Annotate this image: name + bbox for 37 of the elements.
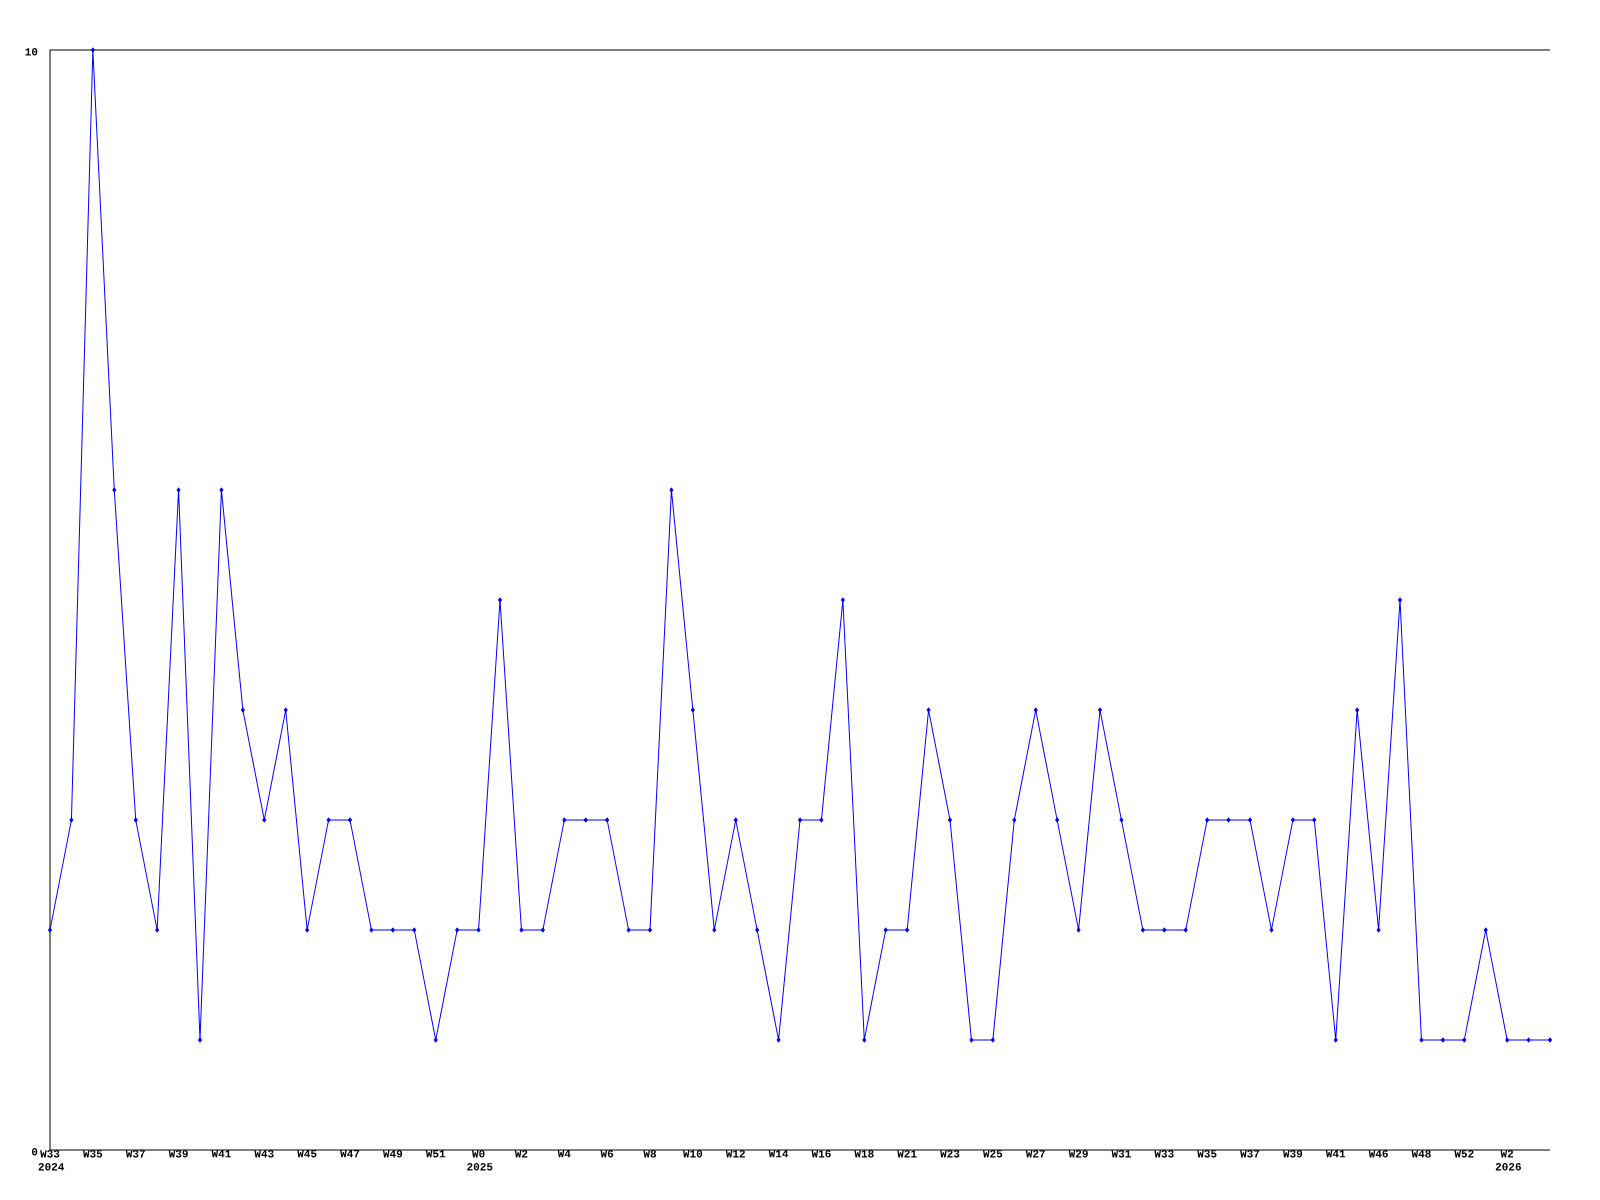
x-tick-label: W2 <box>514 1150 528 1158</box>
y-tick-label: 10 <box>25 48 38 56</box>
x-tick-label: W35 <box>82 1150 103 1158</box>
x-tick-label: W52 <box>1454 1150 1474 1158</box>
x-tick-label: W43 <box>254 1150 274 1158</box>
x-tick-label: W48 <box>1411 1150 1431 1158</box>
x-tick-label: W25 <box>982 1150 1003 1158</box>
x-tick-label: W6 <box>600 1150 614 1158</box>
x-tick-label: W23 <box>940 1150 960 1158</box>
x-tick-label: W49 <box>382 1150 403 1158</box>
x-tick-label: W2 2026 <box>1495 1150 1521 1171</box>
x-tick-label: W39 <box>168 1150 188 1158</box>
x-tick-label: W27 <box>1025 1150 1045 1158</box>
x-tick-label: W41 <box>211 1150 231 1158</box>
x-tick-label: W39 <box>1282 1150 1303 1158</box>
x-tick-label: W8 <box>643 1150 657 1158</box>
x-tick-label: W4 <box>557 1150 571 1158</box>
x-tick-label: W18 <box>854 1150 874 1158</box>
x-tick-label: W41 <box>1325 1150 1346 1158</box>
x-tick-label: W21 <box>897 1150 917 1158</box>
x-tick-label: W35 <box>1197 1150 1217 1158</box>
x-tick-label: W33 <box>1154 1150 1174 1158</box>
x-tick-label: W12 <box>725 1150 745 1158</box>
x-tick-label: W47 <box>340 1150 360 1158</box>
x-tick-label: W51 <box>425 1150 446 1158</box>
x-tick-label: W10 <box>682 1150 703 1158</box>
x-tick-label: W37 <box>1240 1150 1260 1158</box>
x-tick-label: W29 <box>1068 1150 1088 1158</box>
y-tick-label: 0 <box>31 1148 38 1156</box>
x-tick-label: W33 2024 <box>38 1150 65 1171</box>
x-tick-label: W45 <box>297 1150 317 1158</box>
x-tick-label: W0 2025 <box>467 1150 493 1171</box>
x-tick-label: W37 <box>125 1150 145 1158</box>
x-tick-label: W46 <box>1368 1150 1388 1158</box>
x-tick-label: W14 <box>768 1150 789 1158</box>
x-tick-label: W16 <box>811 1150 831 1158</box>
x-tick-label: W31 <box>1111 1150 1131 1158</box>
